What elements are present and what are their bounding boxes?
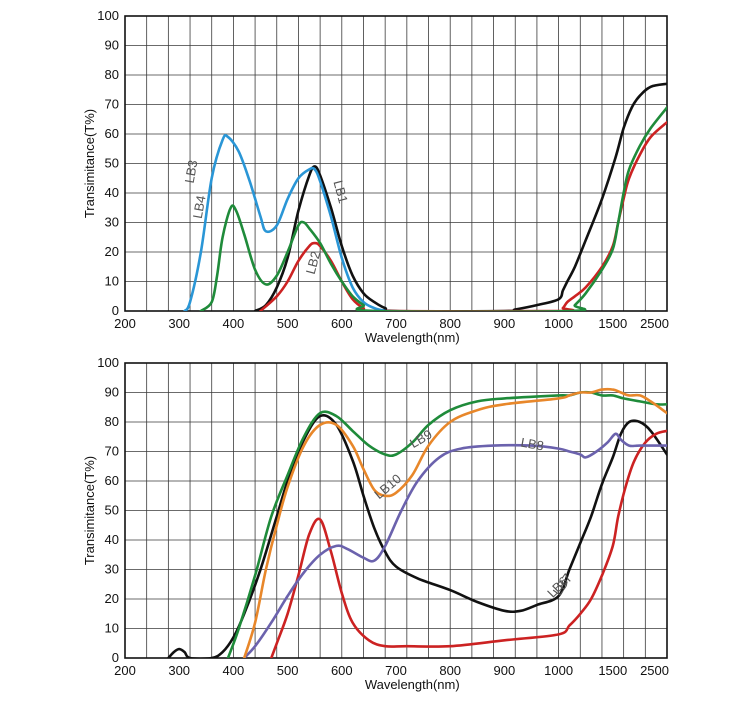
series-label-lb2: LB2 xyxy=(303,250,323,276)
series-line-lb2 xyxy=(259,120,667,311)
series-line-lb8 xyxy=(242,432,667,658)
x-tick-label: 500 xyxy=(277,663,299,678)
x-axis-title: Wavelength(nm) xyxy=(365,677,460,692)
x-tick-label: 700 xyxy=(385,663,407,678)
x-tick-label: 400 xyxy=(223,663,245,678)
series-line-lb10 xyxy=(242,387,667,658)
series-label-lb8: LB8 xyxy=(520,435,545,454)
x-tick-label: 400 xyxy=(223,316,245,331)
bottom-chart: 0 10 20 30 40 50 60 70 80 90 100 200 300 400 500 600 700… xyxy=(82,355,669,692)
x-tick-label: 600 xyxy=(331,663,353,678)
y-tick-label: 0 xyxy=(112,303,119,318)
y-tick-label: 20 xyxy=(105,244,119,259)
x-tick-label: 1000 xyxy=(544,663,573,678)
series-label-lb10: LB10 xyxy=(371,471,404,502)
x-tick-label: 700 xyxy=(385,316,407,331)
x-axis-title: Wavelength(nm) xyxy=(365,330,460,345)
y-tick-label: 80 xyxy=(105,67,119,82)
top-chart: 0 10 20 30 40 50 60 70 80 90 100 200 300 400 500 600 700… xyxy=(82,8,669,345)
y-tick-label: 100 xyxy=(97,355,119,370)
x-tick-label: 300 xyxy=(168,663,190,678)
y-axis-title: Transimitance(T%) xyxy=(82,109,97,218)
x-tick-label: 1000 xyxy=(544,316,573,331)
y-tick-label: 70 xyxy=(105,97,119,112)
x-tick-label: 900 xyxy=(494,663,516,678)
x-tick-label: 800 xyxy=(439,663,461,678)
y-tick-label: 90 xyxy=(105,38,119,53)
x-tick-label: 2500 xyxy=(640,316,669,331)
y-tick-label: 30 xyxy=(105,562,119,577)
series-label-lb3: LB3 xyxy=(182,159,201,184)
x-tick-label: 500 xyxy=(277,316,299,331)
y-tick-label: 90 xyxy=(105,385,119,400)
x-tick-label: 300 xyxy=(168,316,190,331)
plot-frame xyxy=(124,362,668,659)
x-tick-label: 2500 xyxy=(640,663,669,678)
y-tick-label: 60 xyxy=(105,126,119,141)
y-tick-label: 10 xyxy=(105,621,119,636)
series-line-lb9 xyxy=(226,390,667,658)
y-tick-label: 30 xyxy=(105,215,119,230)
y-axis-title: Transimitance(T%) xyxy=(82,456,97,565)
y-tick-label: 50 xyxy=(105,503,119,518)
series-line-lb1 xyxy=(253,82,667,311)
x-tick-label: 900 xyxy=(494,316,516,331)
y-tick-label: 80 xyxy=(105,414,119,429)
y-tick-label: 10 xyxy=(105,274,119,289)
grid xyxy=(125,363,667,658)
x-tick-label: 200 xyxy=(114,663,136,678)
y-tick-label: 100 xyxy=(97,8,119,23)
y-tick-label: 60 xyxy=(105,473,119,488)
grid xyxy=(125,16,667,311)
x-tick-label: 600 xyxy=(331,316,353,331)
series-line-lb4 xyxy=(199,106,667,311)
y-tick-label: 20 xyxy=(105,591,119,606)
series-line-lb3 xyxy=(183,133,387,311)
x-tick-label: 200 xyxy=(114,316,136,331)
y-tick-label: 70 xyxy=(105,444,119,459)
series-label-lb1: LB1 xyxy=(330,179,350,205)
series-label-lb9: LB9 xyxy=(407,426,435,451)
x-tick-label: 1500 xyxy=(598,663,627,678)
series-label-lb4: LB4 xyxy=(190,194,209,219)
y-tick-label: 40 xyxy=(105,185,119,200)
y-tick-label: 40 xyxy=(105,532,119,547)
x-tick-label: 800 xyxy=(439,316,461,331)
y-tick-label: 0 xyxy=(112,650,119,665)
x-tick-label: 1500 xyxy=(598,316,627,331)
series-line-lb6 xyxy=(167,414,667,658)
series-line-lb7 xyxy=(270,429,667,658)
y-tick-label: 50 xyxy=(105,156,119,171)
